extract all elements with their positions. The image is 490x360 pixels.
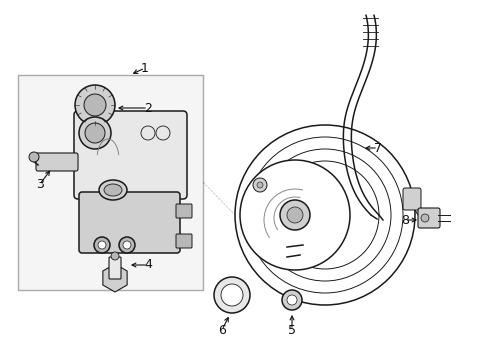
Text: 5: 5 [288,324,296,337]
Circle shape [221,284,243,306]
Circle shape [84,94,106,116]
Text: 8: 8 [401,213,409,226]
FancyBboxPatch shape [176,234,192,248]
FancyBboxPatch shape [418,208,440,228]
FancyBboxPatch shape [74,111,187,199]
Circle shape [94,237,110,253]
Ellipse shape [99,180,127,200]
FancyBboxPatch shape [403,188,421,210]
Ellipse shape [104,184,122,196]
Text: 7: 7 [374,141,382,154]
Circle shape [282,290,302,310]
Text: 6: 6 [218,324,226,337]
Circle shape [287,295,297,305]
Circle shape [280,200,310,230]
FancyBboxPatch shape [79,192,180,253]
Circle shape [214,277,250,313]
FancyBboxPatch shape [36,153,78,171]
Circle shape [240,160,350,270]
Circle shape [123,241,131,249]
Bar [18,75,203,290]
Circle shape [257,182,263,188]
Circle shape [235,125,415,305]
Circle shape [111,252,119,260]
Text: 4: 4 [144,258,152,271]
Circle shape [421,214,429,222]
Circle shape [98,241,106,249]
FancyBboxPatch shape [109,257,121,279]
Circle shape [287,207,303,223]
FancyBboxPatch shape [176,204,192,218]
Circle shape [75,85,115,125]
Circle shape [79,117,111,149]
Circle shape [253,178,267,192]
Circle shape [119,237,135,253]
Text: 3: 3 [36,177,44,190]
Text: 2: 2 [144,102,152,114]
Text: 1: 1 [141,62,149,75]
Circle shape [85,123,105,143]
Circle shape [29,152,39,162]
